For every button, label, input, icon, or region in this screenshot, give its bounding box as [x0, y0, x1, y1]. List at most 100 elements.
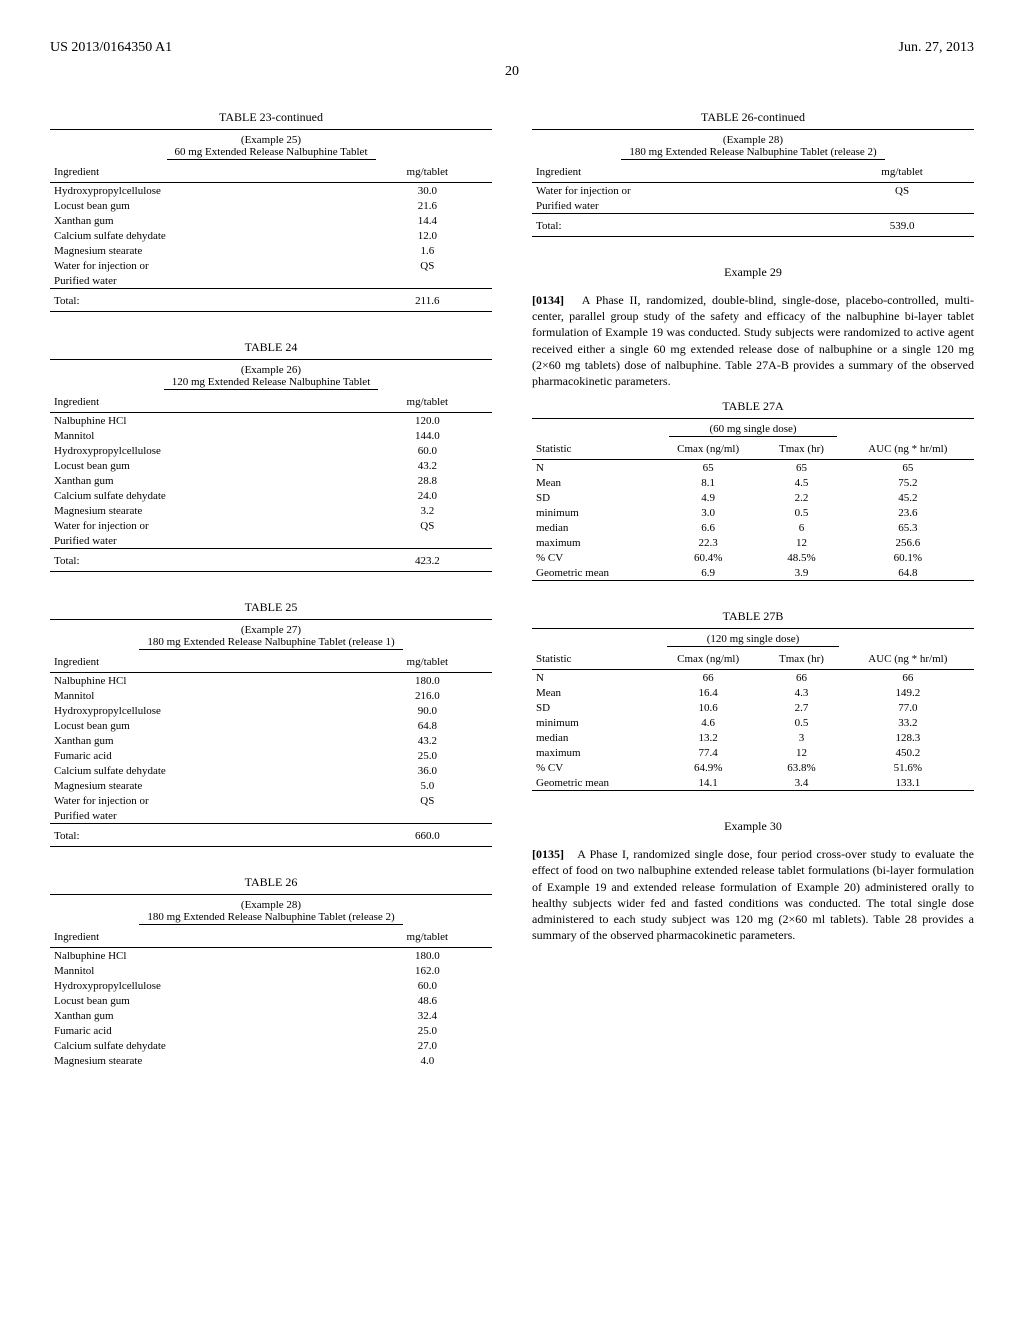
value-cell: 65	[842, 460, 974, 476]
page-number: 20	[50, 64, 974, 80]
table-26-continued: TABLE 26-continued (Example 28) 180 mg E…	[532, 110, 974, 237]
table-title: TABLE 26-continued	[532, 110, 974, 125]
value-cell: 14.4	[363, 213, 492, 228]
ingredient-cell: Magnesium stearate	[50, 778, 363, 793]
ingredient-cell: Fumaric acid	[50, 1023, 363, 1038]
value-cell: 3.4	[761, 775, 841, 790]
table-caption: (120 mg single dose)	[667, 633, 840, 647]
value-cell: 120.0	[363, 413, 492, 429]
page-header: US 2013/0164350 A1 Jun. 27, 2013	[50, 40, 974, 56]
table-title: TABLE 27A	[532, 399, 974, 414]
value-cell: 4.9	[655, 490, 761, 505]
stat-cell: median	[532, 730, 655, 745]
stat-cell: Mean	[532, 685, 655, 700]
table-row: Calcium sulfate dehydate36.0	[50, 763, 492, 778]
value-cell: 180.0	[363, 948, 492, 964]
total-value: 660.0	[363, 824, 492, 847]
ingredient-cell: Magnesium stearate	[50, 243, 363, 258]
stat-cell: minimum	[532, 715, 655, 730]
table-row: N666666	[532, 670, 974, 686]
total-label: Total:	[50, 549, 363, 572]
col-header-mg: mg/tablet	[830, 162, 974, 183]
table-row: Mannitol162.0	[50, 963, 492, 978]
value-cell: 60.0	[363, 443, 492, 458]
col-header-ingredient: Ingredient	[50, 392, 363, 413]
value-cell: 48.6	[363, 993, 492, 1008]
table-row: Mannitol144.0	[50, 428, 492, 443]
value-cell: 216.0	[363, 688, 492, 703]
table-row: Mean8.14.575.2	[532, 475, 974, 490]
value-cell: 30.0	[363, 183, 492, 199]
table-row: median13.23128.3	[532, 730, 974, 745]
table-row: Fumaric acid25.0	[50, 748, 492, 763]
stat-cell: SD	[532, 490, 655, 505]
col-header-tmax: Tmax (hr)	[761, 439, 841, 460]
col-header-statistic: Statistic	[532, 649, 655, 670]
table-row: Calcium sulfate dehydate27.0	[50, 1038, 492, 1053]
col-header-mg: mg/tablet	[363, 392, 492, 413]
value-cell: 149.2	[842, 685, 974, 700]
table-row: Mannitol216.0	[50, 688, 492, 703]
table-row: N656565	[532, 460, 974, 476]
value-cell: 0.5	[761, 715, 841, 730]
table-row: Purified water	[532, 198, 974, 214]
value-cell: 60.4%	[655, 550, 761, 565]
table-row: Water for injection orQS	[50, 258, 492, 273]
table-row: Magnesium stearate1.6	[50, 243, 492, 258]
table-row: Mean16.44.3149.2	[532, 685, 974, 700]
table-row: Magnesium stearate4.0	[50, 1053, 492, 1068]
ingredient-cell: Water for injection or	[50, 518, 363, 533]
value-cell: 21.6	[363, 198, 492, 213]
value-cell: 6	[761, 520, 841, 535]
value-cell: 63.8%	[761, 760, 841, 775]
stat-cell: SD	[532, 700, 655, 715]
ingredient-cell: Mannitol	[50, 963, 363, 978]
ingredient-cell: Mannitol	[50, 428, 363, 443]
value-cell: 36.0	[363, 763, 492, 778]
table-row: median6.6665.3	[532, 520, 974, 535]
table-row: Xanthan gum43.2	[50, 733, 492, 748]
table-caption-2: 120 mg Extended Release Nalbuphine Table…	[164, 376, 379, 390]
col-header-tmax: Tmax (hr)	[761, 649, 841, 670]
col-header-auc: AUC (ng * hr/ml)	[842, 649, 974, 670]
value-cell: 43.2	[363, 733, 492, 748]
table-row: Nalbuphine HCl180.0	[50, 673, 492, 689]
value-cell: 3.0	[655, 505, 761, 520]
table-row: Nalbuphine HCl120.0	[50, 413, 492, 429]
ingredient-cell: Calcium sulfate dehydate	[50, 1038, 363, 1053]
value-cell: 0.5	[761, 505, 841, 520]
table-row: % CV60.4%48.5%60.1%	[532, 550, 974, 565]
value-cell: 77.0	[842, 700, 974, 715]
table-row: Locust bean gum48.6	[50, 993, 492, 1008]
ingredient-cell: Nalbuphine HCl	[50, 673, 363, 689]
table-title: TABLE 24	[50, 340, 492, 355]
ingredient-cell: Purified water	[532, 198, 830, 214]
stat-cell: % CV	[532, 760, 655, 775]
total-label: Total:	[532, 214, 830, 237]
paragraph-0135: [0135] A Phase I, randomized single dose…	[532, 846, 974, 943]
table-caption-1: (Example 28)	[50, 899, 492, 911]
paragraph-text: A Phase II, randomized, double-blind, si…	[532, 293, 974, 388]
paragraph-number: [0134]	[532, 293, 564, 307]
table-24: TABLE 24 (Example 26) 120 mg Extended Re…	[50, 340, 492, 572]
value-cell: 12.0	[363, 228, 492, 243]
ingredient-cell: Magnesium stearate	[50, 1053, 363, 1068]
left-column: TABLE 23-continued (Example 25) 60 mg Ex…	[50, 110, 492, 1096]
value-cell: 60.1%	[842, 550, 974, 565]
value-cell: 3	[761, 730, 841, 745]
ingredient-cell: Locust bean gum	[50, 993, 363, 1008]
table-row: Xanthan gum28.8	[50, 473, 492, 488]
value-cell: 128.3	[842, 730, 974, 745]
table-caption-2: 180 mg Extended Release Nalbuphine Table…	[139, 911, 402, 925]
table-row: Magnesium stearate5.0	[50, 778, 492, 793]
table-row: minimum4.60.533.2	[532, 715, 974, 730]
table-27a: TABLE 27A (60 mg single dose) Statistic …	[532, 399, 974, 581]
value-cell: 162.0	[363, 963, 492, 978]
table-caption: (60 mg single dose)	[669, 423, 836, 437]
value-cell: 256.6	[842, 535, 974, 550]
value-cell: 6.9	[655, 565, 761, 580]
value-cell: 2.7	[761, 700, 841, 715]
table-row: Calcium sulfate dehydate12.0	[50, 228, 492, 243]
value-cell: QS	[830, 183, 974, 199]
table-27b: TABLE 27B (120 mg single dose) Statistic…	[532, 609, 974, 791]
